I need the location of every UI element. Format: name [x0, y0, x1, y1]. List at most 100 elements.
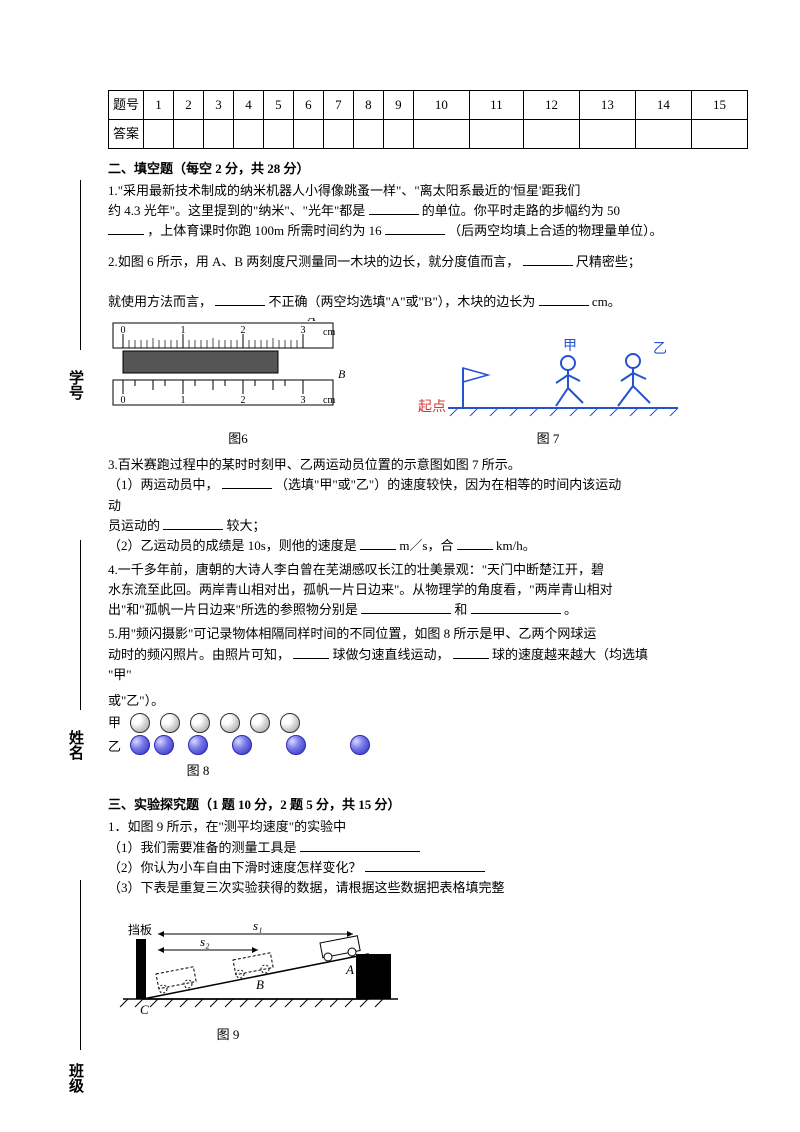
- ball-icon: [130, 735, 150, 755]
- ball-icon: [250, 713, 270, 733]
- q1-text: ，上体育课时你跑 100m 所需时间约为 16: [147, 223, 381, 238]
- q1-text: 的单位。你平时走路的步幅约为 50: [422, 203, 620, 218]
- svg-text:s₂: s₂: [200, 934, 210, 949]
- col-num: 8: [353, 91, 383, 120]
- col-num: 11: [469, 91, 523, 120]
- q2: 2.如图 6 所示，用 A、B 两刻度尺测量同一木块的边长，就分度值而言， 尺精…: [108, 252, 748, 312]
- figure-9: 挡板: [108, 904, 748, 1045]
- blank: [457, 536, 493, 550]
- q5-text: 或"乙"）。: [108, 691, 748, 711]
- binding-line: [80, 880, 81, 1050]
- row-label: 乙: [108, 737, 130, 757]
- answer-table: 题号 1 2 3 4 5 6 7 8 9 10 11 12 13 14 15 答…: [108, 90, 748, 149]
- q2-text: 2.如图 6 所示，用 A、B 两刻度尺测量同一木块的边长，就分度值而言，: [108, 254, 519, 269]
- binding-margin: 学号 姓名 班级: [20, 0, 85, 1132]
- fig9-caption: 图 9: [108, 1025, 348, 1045]
- s3-q1: 1．如图 9 所示，在"测平均速度"的实验中 （1）我们需要准备的测量工具是 （…: [108, 817, 748, 898]
- row-label: 答案: [109, 120, 144, 149]
- label-banji: 班级: [65, 1063, 86, 1093]
- ball-icon: [130, 713, 150, 733]
- svg-text:2: 2: [241, 325, 246, 336]
- blank: [369, 201, 419, 215]
- ruler-diagram-icon: 0 1 2 3 cm A: [108, 318, 368, 423]
- svg-text:B: B: [256, 977, 264, 992]
- col-num: 4: [233, 91, 263, 120]
- q4-text: 水东流至此回。两岸青山相对出，孤帆一片日边来"。从物理学的角度看，"两岸青山相对: [108, 582, 613, 597]
- q3: 3.百米赛跑过程中的某时时刻甲、乙两运动员位置的示意图如图 7 所示。 （1）两…: [108, 455, 748, 556]
- ball-icon: [280, 713, 300, 733]
- q4-text: 出"和"孤帆一片日边来"所选的参照物分别是: [108, 602, 358, 617]
- svg-text:挡板: 挡板: [128, 923, 152, 937]
- q4: 4.一千多年前，唐朝的大诗人李白曾在芜湖感叹长江的壮美景观："天门中断楚江开，碧…: [108, 560, 748, 620]
- q3-text: （2）乙运动员的成绩是 10s，则他的速度是: [108, 538, 357, 553]
- svg-text:3: 3: [301, 395, 306, 406]
- label-xingming: 姓名: [65, 730, 86, 760]
- col-num: 14: [635, 91, 691, 120]
- fig7-caption: 图 7: [408, 429, 688, 449]
- svg-text:2: 2: [241, 395, 246, 406]
- q2-text: cm。: [592, 294, 621, 309]
- section3-title: 三、实验探究题（1 题 10 分，2 题 5 分，共 15 分）: [108, 795, 748, 815]
- svg-text:1: 1: [181, 395, 186, 406]
- svg-text:B: B: [338, 367, 346, 381]
- figure-row-6-7: 0 1 2 3 cm A: [108, 318, 748, 449]
- col-num: 3: [203, 91, 233, 120]
- incline-diagram-icon: 挡板: [108, 904, 408, 1019]
- label-xuehao: 学号: [65, 370, 86, 400]
- q1-text: 约 4.3 光年"。这里提到的"纳米"、"光年"都是: [108, 203, 365, 218]
- page: 学号 姓名 班级 题号 1 2 3 4 5 6 7 8 9 10 11 12 1…: [0, 0, 800, 1132]
- q5-text: 球做匀速直线运动，: [333, 647, 450, 662]
- q1-text: 1."采用最新技术制成的纳米机器人小得像跳蚤一样"、"离太阳系最近的'恒星'距我…: [108, 183, 580, 198]
- blank: [523, 252, 573, 266]
- figure-6: 0 1 2 3 cm A: [108, 318, 368, 449]
- col-num: 5: [263, 91, 293, 120]
- ball-icon: [188, 735, 208, 755]
- svg-text:3: 3: [301, 325, 306, 336]
- blank: [215, 292, 265, 306]
- ball-icon: [232, 735, 252, 755]
- blank: [300, 838, 420, 852]
- col-num: 7: [323, 91, 353, 120]
- blank: [361, 600, 451, 614]
- q4-text: 4.一千多年前，唐朝的大诗人李白曾在芜湖感叹长江的壮美景观："天门中断楚江开，碧: [108, 562, 604, 577]
- binding-line: [80, 540, 81, 710]
- q5-text: "甲": [108, 667, 132, 682]
- svg-text:s₁: s₁: [253, 918, 263, 933]
- fig8-caption: 图 8: [108, 761, 288, 781]
- q3-text: （选填"甲"或"乙"）的速度较快，因为在相等的时间内该运动: [275, 477, 621, 492]
- ball-icon: [160, 713, 180, 733]
- blank: [471, 600, 561, 614]
- svg-text:cm: cm: [323, 395, 335, 406]
- section2-title: 二、填空题（每空 2 分，共 28 分）: [108, 159, 748, 179]
- ball-icon: [286, 735, 306, 755]
- svg-text:乙: 乙: [653, 341, 667, 357]
- balls-row-yi: 乙: [108, 735, 748, 759]
- svg-text:0: 0: [121, 395, 126, 406]
- row-label: 甲: [108, 713, 130, 733]
- svg-text:0: 0: [121, 325, 126, 336]
- blank: [453, 645, 489, 659]
- col-num: 6: [293, 91, 323, 120]
- col-num: 13: [579, 91, 635, 120]
- q2-text: 不正确（两空均选填"A"或"B"），木块的边长为: [269, 294, 536, 309]
- blank: [385, 221, 445, 235]
- col-num: 2: [173, 91, 203, 120]
- svg-text:1: 1: [181, 325, 186, 336]
- blank: [108, 221, 144, 235]
- table-row: 题号 1 2 3 4 5 6 7 8 9 10 11 12 13 14 15: [109, 91, 748, 120]
- binding-line: [80, 180, 81, 350]
- q5: 5.用"频闪摄影"可记录物体相隔同样时间的不同位置，如图 8 所示是甲、乙两个网…: [108, 624, 748, 684]
- q5-text: 球的速度越来越大（均选填: [492, 647, 648, 662]
- col-num: 15: [691, 91, 747, 120]
- balls-row-jia: 甲: [108, 713, 748, 733]
- col-num: 10: [413, 91, 469, 120]
- q1: 1."采用最新技术制成的纳米机器人小得像跳蚤一样"、"离太阳系最近的'恒星'距我…: [108, 181, 748, 241]
- blank: [222, 475, 272, 489]
- fig6-caption: 图6: [108, 429, 368, 449]
- q1-text: （后两空均填上合适的物理量单位）。: [448, 223, 663, 238]
- ball-icon: [190, 713, 210, 733]
- q2-text: 尺精密些；: [576, 254, 641, 269]
- blank: [293, 645, 329, 659]
- q3-text: （1）两运动员中，: [108, 477, 219, 492]
- s3q1-text: （3）下表是重复三次实验获得的数据，请根据这些数据把表格填完整: [108, 880, 505, 895]
